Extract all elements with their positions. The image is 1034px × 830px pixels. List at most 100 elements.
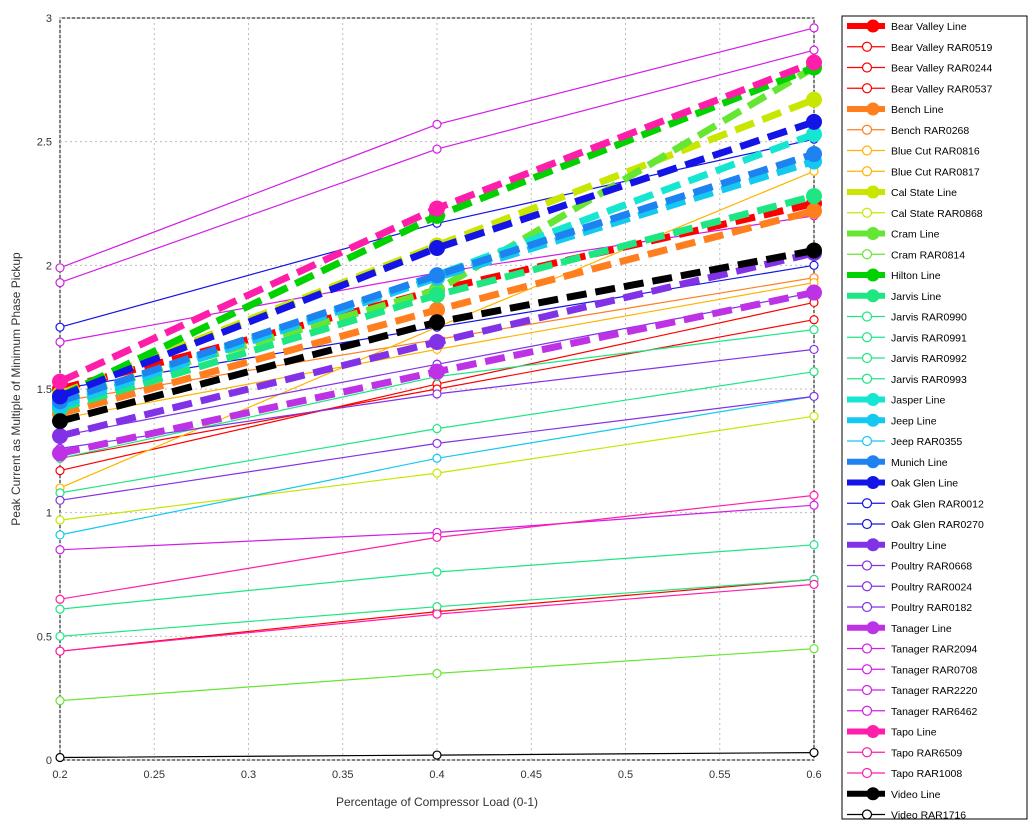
legend-item: Jarvis RAR0990 bbox=[847, 311, 967, 324]
axes: 0.2 0.25 0.3 0.35 0.4 0.45 0.5 0.55 0.6 0 0.5 1 1.5 2… bbox=[37, 13, 822, 781]
legend-item: Oak Glen RAR0012 bbox=[847, 498, 984, 510]
legend-label: Tanager Line bbox=[891, 623, 952, 635]
series-poultry-rar0668 bbox=[55, 391, 819, 505]
data-point bbox=[806, 54, 822, 71]
x-tick-label: 0.3 bbox=[241, 769, 256, 781]
legend-label: Bear Valley RAR0519 bbox=[891, 42, 993, 54]
series-oak-glen-line bbox=[52, 113, 822, 405]
legend-item: Cal State RAR0868 bbox=[847, 207, 983, 220]
legend-swatch-marker bbox=[861, 684, 873, 696]
legend-item: Bear Valley RAR0244 bbox=[847, 62, 993, 75]
legend-item: Jeep RAR0355 bbox=[847, 435, 962, 448]
data-point bbox=[429, 363, 445, 380]
y-tick-label: 1 bbox=[46, 508, 52, 520]
data-point bbox=[55, 278, 65, 288]
data-point bbox=[432, 602, 442, 612]
legend-item: Poultry Line bbox=[847, 538, 947, 552]
data-point bbox=[55, 545, 65, 555]
legend-swatch-marker bbox=[861, 435, 873, 447]
legend-label: Cram RAR0814 bbox=[891, 249, 965, 261]
legend-swatch-marker bbox=[866, 476, 880, 489]
data-point bbox=[55, 594, 65, 604]
legend-label: Munich Line bbox=[891, 457, 948, 469]
legend-item: Cram RAR0814 bbox=[847, 249, 965, 261]
legend-swatch-marker bbox=[866, 102, 880, 116]
legend-swatch-marker bbox=[861, 207, 873, 218]
data-point bbox=[429, 200, 445, 217]
data-point bbox=[432, 567, 442, 577]
legend: Bear Valley Line Bear Valley RAR0519 Bear … bbox=[841, 15, 1028, 822]
legend-swatch-marker bbox=[861, 809, 873, 820]
data-point bbox=[429, 334, 445, 351]
data-point bbox=[809, 45, 819, 55]
data-point bbox=[809, 260, 819, 270]
data-point bbox=[809, 490, 819, 500]
x-tick-label: 0.5 bbox=[618, 769, 633, 781]
series-cram-rar0814 bbox=[55, 644, 819, 706]
legend-item: Jarvis Line bbox=[847, 289, 941, 303]
data-point bbox=[809, 344, 819, 355]
legend-label: Bench RAR0268 bbox=[891, 125, 969, 137]
data-point bbox=[809, 325, 819, 335]
data-point bbox=[809, 540, 819, 550]
x-tick-label: 0.25 bbox=[144, 769, 165, 781]
data-point bbox=[429, 240, 445, 257]
legend-swatch-marker bbox=[866, 621, 880, 635]
legend-item: Blue Cut RAR0816 bbox=[847, 145, 980, 158]
y-axis-label: Peak Current as Multiple of Minimum Phas… bbox=[9, 252, 23, 526]
data-point bbox=[52, 373, 68, 390]
data-point bbox=[809, 23, 819, 33]
data-point bbox=[52, 427, 68, 444]
data-point bbox=[52, 413, 68, 430]
legend-label: Poultry Line bbox=[891, 540, 947, 552]
legend-item: Cal State Line bbox=[847, 185, 957, 199]
legend-label: Jarvis RAR0993 bbox=[891, 374, 967, 386]
legend-swatch-marker bbox=[866, 227, 880, 240]
legend-label: Jarvis RAR0992 bbox=[891, 353, 967, 365]
legend-swatch-marker bbox=[861, 62, 873, 73]
x-tick-label: 0.4 bbox=[429, 769, 444, 781]
legend-item: Hilton Line bbox=[847, 268, 941, 282]
data-point bbox=[55, 696, 65, 706]
legend-item: Oak Glen RAR0270 bbox=[847, 518, 984, 531]
data-point bbox=[429, 287, 445, 304]
data-point bbox=[432, 468, 442, 478]
legend-label: Tanager RAR2220 bbox=[891, 685, 978, 697]
series-tapo-rar1008 bbox=[55, 579, 819, 656]
legend-swatch-marker bbox=[861, 601, 873, 613]
legend-item: Poultry RAR0182 bbox=[847, 601, 972, 614]
legend-label: Cram Line bbox=[891, 229, 940, 241]
data-point bbox=[52, 388, 68, 405]
legend-item: Bench RAR0268 bbox=[847, 124, 969, 137]
legend-swatch-marker bbox=[861, 311, 873, 322]
legend-item: Bench Line bbox=[847, 102, 944, 116]
legend-label: Tapo Line bbox=[891, 727, 937, 739]
legend-label: Oak Glen RAR0270 bbox=[891, 519, 984, 531]
data-point bbox=[55, 495, 65, 505]
data-point bbox=[806, 91, 822, 108]
legend-swatch-marker bbox=[861, 249, 873, 260]
legend-item: Munich Line bbox=[847, 455, 948, 469]
legend-swatch-marker bbox=[861, 41, 873, 52]
series-video-line bbox=[52, 242, 822, 430]
legend-item: Tapo RAR6509 bbox=[847, 747, 962, 759]
data-point bbox=[432, 438, 442, 449]
data-point bbox=[432, 750, 442, 760]
data-point bbox=[809, 411, 819, 421]
series-tanager-rar2094 bbox=[55, 23, 819, 273]
series-group bbox=[52, 23, 822, 763]
series-line bbox=[58, 118, 816, 400]
legend-swatch-marker bbox=[866, 787, 880, 801]
legend-item: Tanager RAR2094 bbox=[847, 643, 978, 656]
legend-label: Tanager RAR2094 bbox=[891, 644, 978, 656]
legend-label: Poultry RAR0668 bbox=[891, 561, 972, 573]
legend-item: Tanager RAR2220 bbox=[847, 684, 978, 697]
legend-swatch-marker bbox=[861, 664, 873, 675]
data-point bbox=[432, 668, 442, 679]
legend-item: Video RAR1716 bbox=[847, 809, 966, 822]
legend-swatch-marker bbox=[861, 373, 873, 384]
legend-item: Poultry RAR0668 bbox=[847, 560, 972, 573]
data-point bbox=[55, 631, 65, 641]
data-point bbox=[55, 604, 65, 614]
